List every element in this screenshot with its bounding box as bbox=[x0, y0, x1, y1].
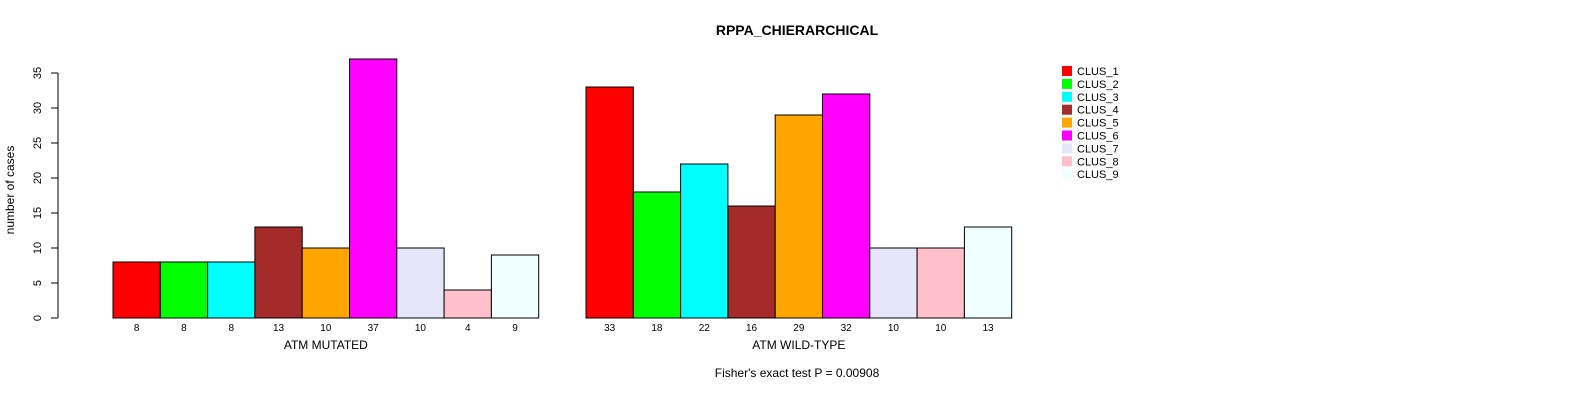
legend-label: CLUS_1 bbox=[1077, 66, 1119, 78]
y-tick-label: 20 bbox=[32, 172, 44, 184]
bar-group: 33 18 22 16 29 32 10 10 13 ATM WILD-TYPE bbox=[585, 86, 1013, 352]
bar-count-label: 16 bbox=[746, 323, 758, 334]
bar-count-label: 22 bbox=[699, 323, 711, 334]
bar-count-label: 18 bbox=[651, 323, 663, 334]
bar-count-label: 10 bbox=[320, 323, 332, 334]
group-label: ATM WILD-TYPE bbox=[752, 338, 845, 352]
bar-count-label: 4 bbox=[465, 323, 471, 334]
bar-count-label: 9 bbox=[512, 323, 518, 334]
bar bbox=[254, 226, 303, 319]
y-tick-label: 25 bbox=[32, 137, 44, 149]
y-tick-label: 30 bbox=[32, 102, 44, 114]
bar-count-label: 29 bbox=[793, 323, 805, 334]
bar bbox=[680, 163, 729, 319]
legend-label: CLUS_5 bbox=[1077, 118, 1119, 130]
bar-count-label: 32 bbox=[841, 323, 853, 334]
fisher-test-note: Fisher's exact test P = 0.00908 bbox=[715, 366, 880, 380]
legend-swatch bbox=[1062, 130, 1072, 141]
legend-swatch bbox=[1062, 66, 1072, 76]
bar-count-label: 33 bbox=[604, 323, 616, 334]
legend-label: CLUS_3 bbox=[1077, 92, 1119, 104]
bar bbox=[396, 247, 445, 319]
bar-count-label: 13 bbox=[982, 323, 994, 334]
bar-count-label: 10 bbox=[935, 323, 947, 334]
bar bbox=[727, 205, 776, 319]
legend: CLUS_1CLUS_2CLUS_3CLUS_4CLUS_5CLUS_6CLUS… bbox=[1062, 66, 1119, 181]
bar bbox=[585, 86, 634, 319]
legend-label: CLUS_8 bbox=[1077, 156, 1119, 168]
bar-count-label: 13 bbox=[273, 323, 285, 334]
bar bbox=[301, 247, 351, 319]
y-tick-label: 0 bbox=[32, 315, 44, 321]
bar bbox=[869, 247, 918, 319]
legend-swatch bbox=[1062, 169, 1072, 180]
legend-swatch bbox=[1062, 156, 1072, 167]
y-tick-label: 35 bbox=[32, 67, 44, 79]
legend-swatch bbox=[1062, 117, 1072, 128]
bar-group: 8 8 8 13 10 37 10 4 9 ATM MUTATED bbox=[112, 58, 540, 352]
y-tick-label: 5 bbox=[32, 280, 44, 286]
bar bbox=[159, 261, 209, 319]
bar-groups: 8 8 8 13 10 37 10 4 9 ATM MUTATED 33 18 22 16 29 32 10 10… bbox=[112, 58, 1013, 352]
bar-count-label: 8 bbox=[181, 323, 187, 334]
bar bbox=[632, 191, 682, 319]
bar-count-label: 10 bbox=[888, 323, 900, 334]
bar bbox=[822, 93, 871, 319]
y-tick-label: 10 bbox=[32, 242, 44, 254]
legend-swatch bbox=[1062, 78, 1072, 89]
chart-title: RPPA_CHIERARCHICAL bbox=[716, 22, 879, 38]
bar bbox=[349, 58, 398, 319]
bar-count-label: 8 bbox=[134, 323, 140, 334]
bar bbox=[207, 261, 256, 319]
legend-swatch bbox=[1062, 104, 1072, 115]
legend-label: CLUS_6 bbox=[1077, 131, 1119, 143]
y-axis-label: number of cases bbox=[3, 146, 17, 235]
y-tick-label: 15 bbox=[32, 207, 44, 219]
legend-label: CLUS_9 bbox=[1077, 169, 1119, 181]
legend-swatch bbox=[1062, 143, 1072, 154]
bar-count-label: 8 bbox=[228, 323, 234, 334]
bar bbox=[443, 289, 492, 319]
legend-label: CLUS_4 bbox=[1077, 105, 1119, 117]
bar bbox=[963, 226, 1013, 319]
bar bbox=[112, 261, 161, 319]
bar bbox=[916, 247, 965, 319]
bar-count-label: 37 bbox=[368, 323, 380, 334]
legend-swatch bbox=[1062, 91, 1072, 102]
bar bbox=[490, 254, 540, 319]
legend-label: CLUS_7 bbox=[1077, 143, 1119, 155]
legend-label: CLUS_2 bbox=[1077, 79, 1119, 91]
bar bbox=[774, 114, 824, 319]
bar-count-label: 10 bbox=[415, 323, 427, 334]
y-axis: 0 5 10 15 20 25 30 35 bbox=[32, 67, 59, 321]
group-label: ATM MUTATED bbox=[284, 338, 368, 352]
